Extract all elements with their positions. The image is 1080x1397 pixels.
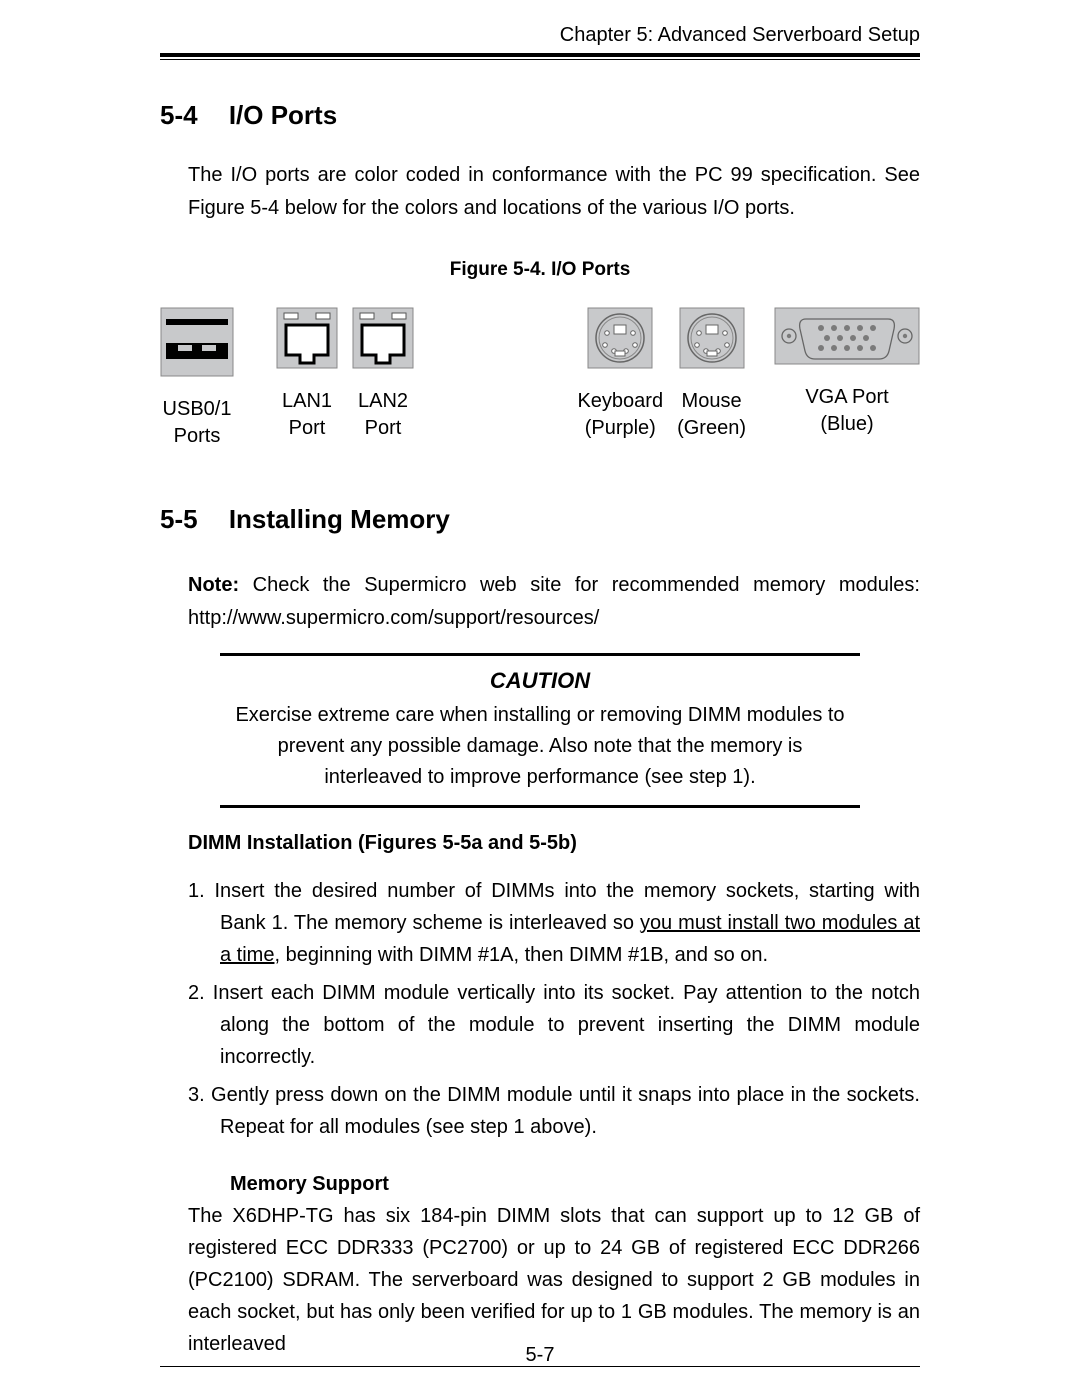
figure-5-4-caption: Figure 5-4. I/O Ports (160, 259, 920, 281)
caution-body: Exercise extreme care when installing or… (230, 700, 850, 793)
io-ports-diagram: USB0/1 Ports LAN1 Port (160, 307, 920, 450)
mouse-label-1: Mouse (677, 388, 746, 415)
keyboard-port-item: Keyboard (Purple) (577, 307, 663, 442)
note-body: Check the Supermicro web site for recomm… (188, 574, 920, 629)
keyboard-label-1: Keyboard (577, 388, 663, 415)
document-page: Chapter 5: Advanced Serverboard Setup 5-… (0, 0, 1080, 1397)
section-5-4-num: 5-4 (160, 100, 198, 130)
vga-port-icon (774, 307, 920, 365)
keyboard-ps2-icon (587, 307, 653, 369)
usb-port-item: USB0/1 Ports (160, 307, 234, 450)
note-paragraph: Note: Check the Supermicro web site for … (188, 569, 920, 635)
page-number: 5-7 (0, 1344, 1080, 1367)
memory-support-body: The X6DHP-TG has six 184-pin DIMM slots … (188, 1200, 920, 1360)
mouse-label-2: (Green) (677, 415, 746, 442)
ports-left-group: USB0/1 Ports LAN1 Port (160, 307, 414, 450)
keyboard-label-2: (Purple) (577, 415, 663, 442)
step1-b: , beginning with DIMM #1A, then DIMM #1B… (274, 944, 768, 966)
caution-box: CAUTION Exercise extreme care when insta… (220, 653, 860, 808)
vga-label-2: (Blue) (774, 411, 920, 438)
usb-label-2: Ports (160, 423, 234, 450)
vga-port-item: VGA Port (Blue) (774, 307, 920, 442)
caution-title: CAUTION (230, 668, 850, 694)
vga-label-1: VGA Port (774, 384, 920, 411)
lan2-label-1: LAN2 (352, 388, 414, 415)
section-5-4-title: I/O Ports (229, 100, 337, 130)
lan2-port-item: LAN2 Port (352, 307, 414, 450)
header-rule-thin (160, 59, 920, 60)
lan2-port-icon (352, 307, 414, 369)
dimm-step-2: 2. Insert each DIMM module vertically in… (188, 977, 920, 1073)
memory-support-heading: Memory Support (230, 1173, 920, 1196)
lan1-label-2: Port (276, 415, 338, 442)
lan1-label-1: LAN1 (276, 388, 338, 415)
dimm-installation-heading: DIMM Installation (Figures 5-5a and 5-5b… (188, 832, 920, 855)
lan1-port-item: LAN1 Port (276, 307, 338, 450)
section-5-4-body: The I/O ports are color coded in conform… (188, 159, 920, 225)
section-5-5-heading: 5-5 Installing Memory (160, 504, 920, 535)
section-5-5-num: 5-5 (160, 504, 198, 534)
dimm-step-3: 3. Gently press down on the DIMM module … (188, 1079, 920, 1143)
usb-port-icon (160, 307, 234, 377)
dimm-steps-list: 1. Insert the desired number of DIMMs in… (188, 875, 920, 1143)
dimm-step-1: 1. Insert the desired number of DIMMs in… (188, 875, 920, 971)
header-rule-thick (160, 53, 920, 57)
section-5-4-heading: 5-4 I/O Ports (160, 100, 920, 131)
section-5-5-title: Installing Memory (229, 504, 450, 534)
mouse-ps2-icon (679, 307, 745, 369)
lan2-label-2: Port (352, 415, 414, 442)
usb-label-1: USB0/1 (160, 396, 234, 423)
mouse-port-item: Mouse (Green) (677, 307, 746, 442)
note-label: Note: (188, 574, 239, 596)
ports-right-group: Keyboard (Purple) (577, 307, 920, 442)
lan1-port-icon (276, 307, 338, 369)
chapter-header: Chapter 5: Advanced Serverboard Setup (160, 0, 920, 53)
